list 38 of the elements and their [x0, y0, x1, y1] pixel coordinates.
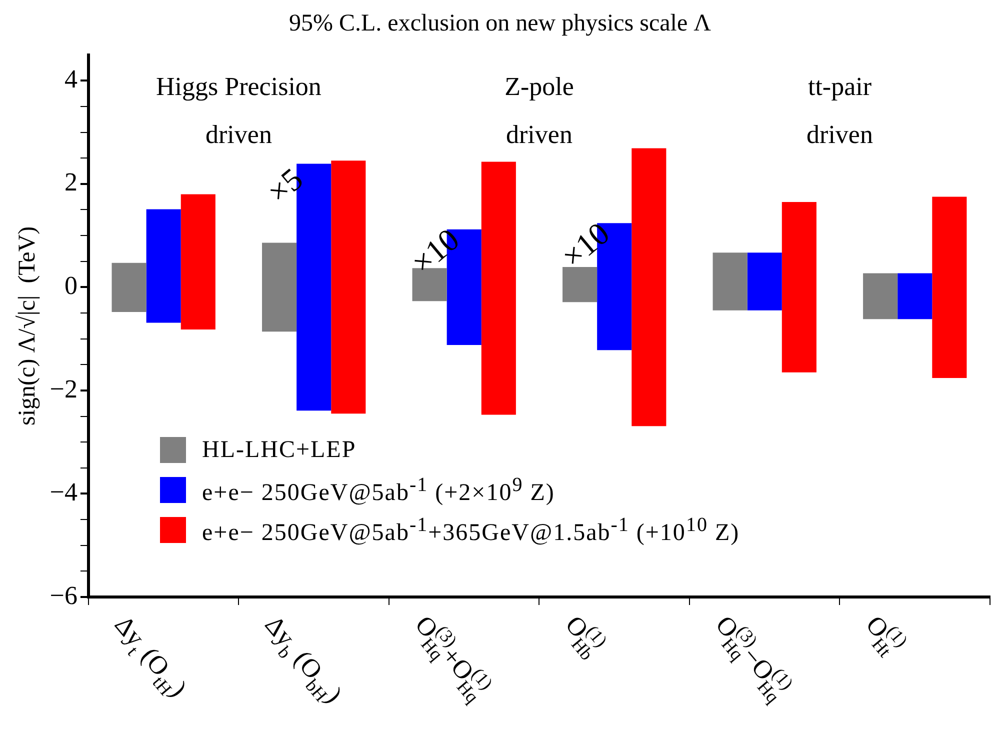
x-tick-label: OHt(1) — [860, 610, 912, 661]
x-tick-label: OHb(1) — [560, 610, 612, 664]
bar — [863, 273, 898, 320]
bar — [112, 262, 146, 312]
bar — [632, 148, 666, 426]
annotation: ×10 — [404, 221, 466, 281]
annotation: ×5 — [260, 160, 310, 210]
y-axis-title: sign(c) Λ/√|c| (TeV) — [14, 226, 41, 426]
bar — [481, 162, 516, 415]
bar — [932, 196, 967, 378]
y-tick-label: −2 — [50, 374, 78, 404]
legend-label: HL-LHC+LEP — [202, 436, 356, 464]
bar — [262, 242, 297, 332]
bar — [146, 209, 181, 323]
y-tick-label: 0 — [64, 271, 78, 300]
bar — [898, 273, 932, 320]
legend-label: e+e− 250GeV@5ab$^{-1}$+365GeV@1.5ab$^{-1}$ (+10$^{10}$ Z) — [202, 514, 740, 546]
bar — [712, 252, 748, 310]
chart-title: 95% C.L. exclusion on new physics scale Λ — [289, 10, 712, 37]
y-tick-label: 4 — [64, 64, 78, 94]
bar — [331, 160, 366, 414]
y-tick-label: −4 — [50, 478, 78, 507]
y-tick-label: 2 — [64, 168, 78, 197]
x-tick-label: OHq(3)−OHq(1) — [710, 610, 798, 707]
x-tick-label: Δyt (OtH) — [108, 610, 193, 702]
annotation: Higgs Precision driven — [156, 72, 322, 149]
bar — [782, 202, 816, 372]
x-tick-label: Δyb (ObH) — [259, 610, 348, 708]
annotation: Z-pole driven — [504, 72, 574, 149]
annotation: ×10 — [554, 214, 616, 275]
x-tick-label: OHq(3)+OHq(1) — [410, 610, 497, 707]
legend-label: e+e− 250GeV@5ab$^{-1}$ (+2×10$^{9}$ Z) — [202, 474, 555, 506]
bar — [412, 268, 447, 302]
bar — [747, 252, 782, 310]
y-tick-label: −6 — [50, 580, 78, 610]
annotation: tt-pair driven — [806, 72, 873, 149]
bar — [180, 194, 216, 330]
bar — [562, 267, 598, 302]
